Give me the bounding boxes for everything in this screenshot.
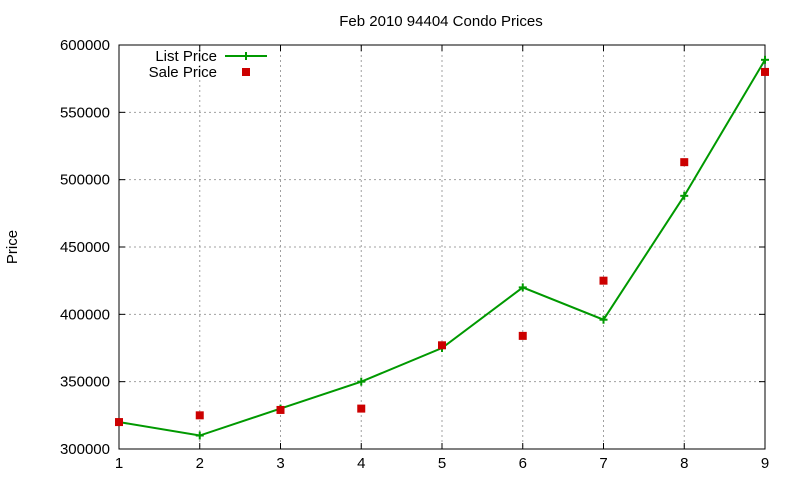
series-layer (115, 55, 769, 440)
x-tick-label: 9 (761, 455, 769, 472)
chart-title: Feb 2010 94404 Condo Prices (339, 13, 542, 30)
plot-frame (118, 44, 766, 450)
x-tick-label: 6 (519, 455, 527, 472)
sale-price-point (680, 158, 689, 167)
x-tick-label: 1 (115, 455, 123, 472)
list-price-point (518, 283, 527, 292)
sale-price-point (195, 411, 204, 420)
list-price-point (680, 191, 689, 200)
sale-price-point (518, 331, 527, 340)
y-tick-label: 500000 (60, 172, 110, 189)
list-price-point (195, 431, 204, 440)
axis-ticks: 1 2 3 4 5 6 7 8 9 300000 350000 400000 450000 500000 5… (60, 37, 769, 472)
sale-price-point (115, 418, 123, 427)
list-price-point (599, 315, 608, 324)
y-axis-label: Price (4, 230, 21, 264)
series-sale-price (115, 67, 769, 427)
sale-price-point (599, 276, 608, 285)
sale-price-point (438, 341, 446, 350)
list-price-point (761, 55, 769, 64)
y-tick-label: 600000 (60, 37, 110, 54)
x-tick-label: 2 (196, 455, 204, 472)
list-price-point (357, 377, 366, 386)
x-tick-label: 3 (276, 455, 284, 472)
x-tick-label: 8 (680, 455, 688, 472)
x-tick-label: 5 (438, 455, 446, 472)
sale-price-point (357, 404, 366, 413)
legend-label-sale-price: Sale Price (149, 64, 217, 81)
sale-price-point (761, 67, 769, 76)
legend-marker-sale-price (242, 68, 250, 76)
y-tick-label: 450000 (60, 239, 110, 256)
x-tick-label: 7 (599, 455, 607, 472)
x-tick-label: 4 (357, 455, 365, 472)
legend-label-list-price: List Price (155, 48, 217, 65)
y-tick-label: 400000 (60, 306, 110, 323)
legend-marker-list-price (242, 52, 250, 60)
y-tick-label: 350000 (60, 374, 110, 391)
y-tick-label: 550000 (60, 104, 110, 121)
sale-price-point (276, 405, 285, 414)
y-tick-label: 300000 (60, 441, 110, 458)
